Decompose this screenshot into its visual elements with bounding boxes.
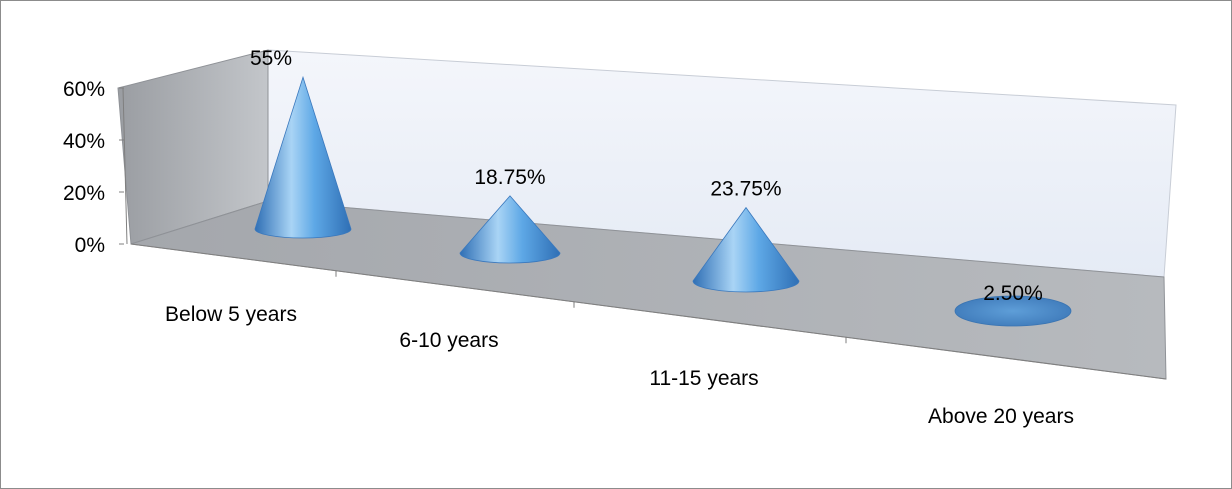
data-label: 18.75% bbox=[474, 166, 545, 189]
cone-bar bbox=[459, 195, 561, 264]
category-label: 6-10 years bbox=[399, 329, 498, 352]
data-label: 2.50% bbox=[983, 282, 1043, 305]
data-label: 55% bbox=[250, 47, 292, 70]
cone-bar bbox=[254, 75, 352, 239]
y-tick-label: 60% bbox=[63, 78, 105, 101]
cone-series bbox=[254, 75, 1072, 327]
y-tick-label: 40% bbox=[63, 130, 105, 153]
category-label: Above 20 years bbox=[928, 405, 1074, 428]
data-labels: 55% 18.75% 23.75% 2.50% bbox=[250, 47, 1043, 305]
y-axis-ticks: 0% 20% 40% 60% bbox=[63, 78, 124, 257]
x-axis-line bbox=[130, 243, 1167, 380]
cone-bar bbox=[692, 206, 800, 293]
y-tick-label: 0% bbox=[75, 234, 105, 257]
cone-bar bbox=[954, 295, 1072, 327]
y-axis-line bbox=[122, 87, 128, 245]
data-label: 23.75% bbox=[710, 178, 781, 201]
category-label: 11-15 years bbox=[649, 367, 758, 390]
category-labels: Below 5 years 6-10 years 11-15 years Above … bbox=[165, 303, 1074, 428]
y-tick-label: 20% bbox=[63, 182, 105, 205]
x-axis-ticks bbox=[335, 270, 847, 344]
category-label: Below 5 years bbox=[165, 303, 297, 326]
